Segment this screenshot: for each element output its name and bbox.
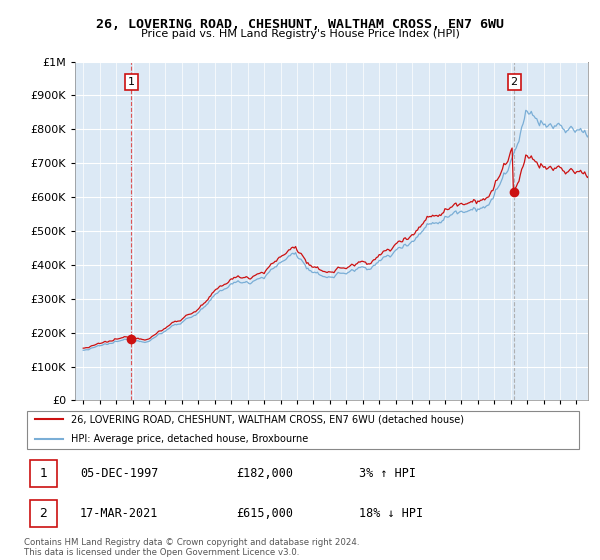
- Text: HPI: Average price, detached house, Broxbourne: HPI: Average price, detached house, Brox…: [71, 434, 308, 444]
- FancyBboxPatch shape: [29, 460, 58, 487]
- Text: 05-DEC-1997: 05-DEC-1997: [80, 467, 158, 480]
- Text: 26, LOVERING ROAD, CHESHUNT, WALTHAM CROSS, EN7 6WU: 26, LOVERING ROAD, CHESHUNT, WALTHAM CRO…: [96, 18, 504, 31]
- Text: 17-MAR-2021: 17-MAR-2021: [80, 507, 158, 520]
- Text: 18% ↓ HPI: 18% ↓ HPI: [359, 507, 423, 520]
- Text: 1: 1: [40, 467, 47, 480]
- Text: Price paid vs. HM Land Registry's House Price Index (HPI): Price paid vs. HM Land Registry's House …: [140, 29, 460, 39]
- Text: £615,000: £615,000: [236, 507, 293, 520]
- Text: 2: 2: [511, 77, 518, 87]
- FancyBboxPatch shape: [29, 500, 58, 527]
- Text: 1: 1: [128, 77, 135, 87]
- Text: 3% ↑ HPI: 3% ↑ HPI: [359, 467, 416, 480]
- Text: £182,000: £182,000: [236, 467, 293, 480]
- FancyBboxPatch shape: [27, 411, 579, 449]
- Text: 2: 2: [40, 507, 47, 520]
- Text: 26, LOVERING ROAD, CHESHUNT, WALTHAM CROSS, EN7 6WU (detached house): 26, LOVERING ROAD, CHESHUNT, WALTHAM CRO…: [71, 414, 464, 424]
- Text: Contains HM Land Registry data © Crown copyright and database right 2024.
This d: Contains HM Land Registry data © Crown c…: [24, 538, 359, 557]
